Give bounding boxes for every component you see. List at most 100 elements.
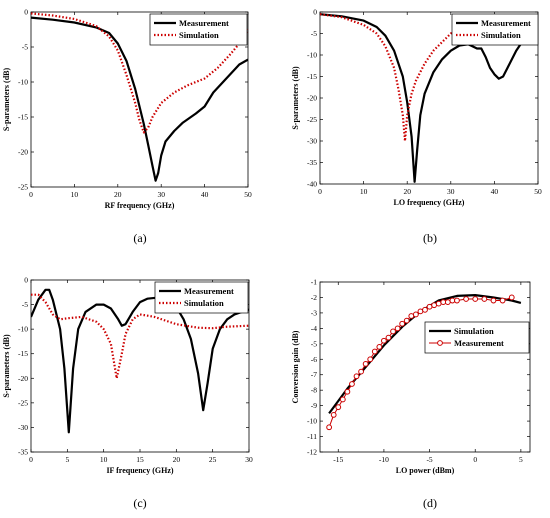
data-point-measurement <box>381 337 387 344</box>
x-axis-label: IF frequency (GHz) <box>106 466 173 475</box>
x-tick-label: 30 <box>157 190 165 199</box>
data-point-measurement <box>394 325 401 332</box>
x-tick-label: 15 <box>136 455 144 464</box>
panel-caption: (c) <box>133 496 146 510</box>
x-tick-label: 10 <box>360 187 368 196</box>
data-point-measurement <box>403 317 410 324</box>
series-line-measurement <box>31 288 249 434</box>
x-tick-label: 20 <box>173 455 181 464</box>
series-line-measurement <box>328 297 512 428</box>
legend: Measurement Simulation <box>154 281 249 314</box>
data-point-measurement <box>412 311 419 318</box>
data-point-measurement <box>358 368 364 375</box>
panel-caption: (b) <box>423 231 437 245</box>
data-point-measurement <box>454 297 460 304</box>
y-tick-label: -25 <box>18 398 28 407</box>
y-tick-label: -15 <box>307 72 317 81</box>
data-point-measurement <box>330 412 337 418</box>
legend-box <box>424 321 530 354</box>
data-point-measurement <box>376 344 383 350</box>
x-tick-label: 40 <box>491 187 499 196</box>
x-tick-label: 25 <box>209 455 217 464</box>
y-tick-label: -11 <box>307 432 317 441</box>
panel-caption: (a) <box>133 231 146 245</box>
data-point-measurement <box>344 388 351 395</box>
plot-frame <box>30 11 249 188</box>
y-tick-label: -7 <box>311 370 317 379</box>
data-point-measurement <box>367 356 374 363</box>
data-point-measurement <box>326 424 333 431</box>
y-tick-label: -5 <box>311 339 317 348</box>
series-line-simulation <box>320 13 538 143</box>
y-tick-label: -20 <box>18 374 28 383</box>
data-point-measurement <box>463 296 469 302</box>
x-tick-label: 40 <box>201 190 209 199</box>
y-axis-label: S-parameters (dB) <box>2 334 11 398</box>
x-tick-label: -15 <box>333 455 343 464</box>
data-point-measurement <box>422 306 428 313</box>
chart-panel-3: 0 5 10 15 20 25 30 0 -5 -10 -15 -20 -25 -30 -35 IF freq… <box>2 276 253 511</box>
y-tick-label: -20 <box>18 148 28 157</box>
x-tick-label: 0 <box>29 190 33 199</box>
legend: Simulation Measurement <box>424 321 530 354</box>
data-point-measurement <box>390 328 396 335</box>
legend-label-measurement: Measurement <box>184 286 234 296</box>
y-tick-label: -5 <box>22 43 28 52</box>
legend-box <box>154 281 249 314</box>
legend-label-simulation: Simulation <box>481 30 521 40</box>
legend-label-measurement: Measurement <box>179 18 229 28</box>
y-axis-label: S-parameters (dB) <box>2 68 11 132</box>
x-tick-label: 50 <box>244 190 252 199</box>
series-line-measurement <box>320 13 538 183</box>
data-point-measurement <box>481 296 488 302</box>
y-tick-label: -5 <box>311 29 317 38</box>
series-line-simulation <box>328 294 522 415</box>
legend-label-measurement: Measurement <box>481 18 531 28</box>
y-tick-label: 0 <box>24 8 28 17</box>
data-point-measurement <box>353 373 360 380</box>
data-point-measurement <box>385 334 392 341</box>
x-tick-label: 5 <box>519 455 523 464</box>
series-line-measurement <box>31 16 248 182</box>
series-line-simulation <box>31 12 248 134</box>
legend-box <box>451 13 539 46</box>
data-point-measurement <box>339 396 346 403</box>
data-point-measurement <box>508 294 515 301</box>
y-tick-label: -30 <box>18 423 28 432</box>
x-tick-label: 0 <box>473 455 477 464</box>
y-axis-label: S-parameters (dB) <box>291 66 300 130</box>
y-tick-label: -3 <box>311 308 317 317</box>
data-point-measurement <box>349 381 355 387</box>
y-tick-label: -5 <box>22 300 28 309</box>
y-tick-label: -35 <box>18 448 28 457</box>
data-point-measurement <box>472 296 479 302</box>
x-tick-label: 0 <box>29 455 33 464</box>
y-tick-label: -8 <box>311 386 317 395</box>
x-tick-label: 0 <box>318 187 322 196</box>
x-axis-label: RF frequency (GHz) <box>105 201 175 210</box>
data-point-measurement <box>399 320 406 327</box>
x-tick-label: -5 <box>426 455 432 464</box>
x-axis-label: LO frequency (GHz) <box>394 198 465 207</box>
legend-label-measurement: Measurement <box>454 338 504 348</box>
x-tick-label: -10 <box>379 455 389 464</box>
y-tick-label: -15 <box>18 113 28 122</box>
legend-marker-measurement <box>437 340 443 346</box>
data-point-measurement <box>371 348 378 355</box>
x-axis-label: LO power (dBm) <box>396 466 455 475</box>
legend-label-simulation: Simulation <box>179 30 219 40</box>
data-point-measurement <box>362 361 369 367</box>
y-tick-label: -10 <box>18 325 28 334</box>
y-tick-label: -25 <box>307 115 317 124</box>
y-axis-label: Conversion gain (dB) <box>291 330 300 403</box>
data-point-measurement <box>335 404 342 411</box>
chart-panel-4: -15 -10 -5 0 5 -1 -2 -3 -4 -5 -6 -7 -8 -9 -10 -11 -12 LO … <box>291 278 531 510</box>
plot-frame <box>319 281 531 453</box>
y-tick-label: -15 <box>18 349 28 358</box>
chart-panel-2: 0 10 20 30 40 50 0 -5 -10 -15 -20 -25 -30 -35 -40 LO fr… <box>291 8 542 246</box>
y-tick-label: -10 <box>307 51 317 60</box>
x-tick-label: 20 <box>114 190 122 199</box>
x-tick-label: 10 <box>71 190 79 199</box>
legend-label-simulation: Simulation <box>184 298 224 308</box>
x-tick-label: 30 <box>447 187 455 196</box>
